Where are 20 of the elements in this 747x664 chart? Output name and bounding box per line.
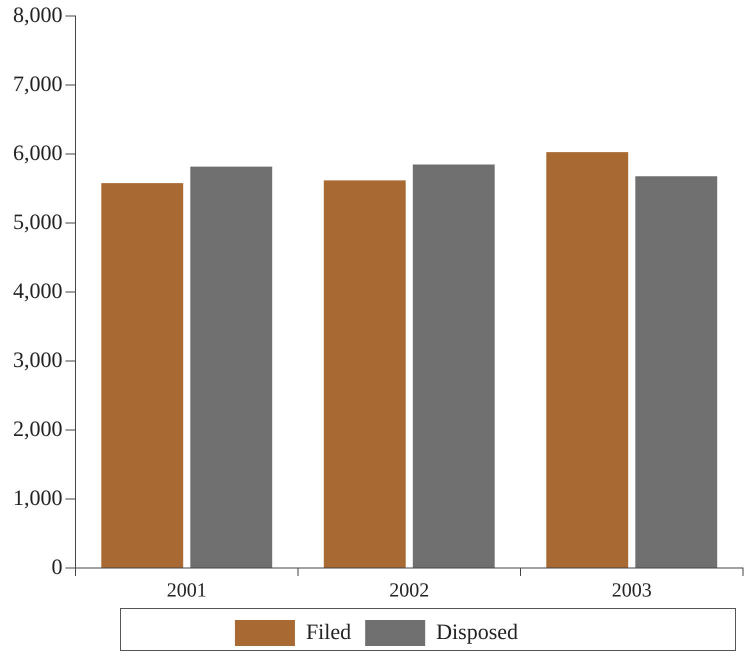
y-tick-label: 4,000 [13, 278, 62, 303]
y-tick-label: 2,000 [13, 416, 62, 441]
y-tick-label: 1,000 [13, 484, 62, 510]
y-tick-label: 0 [52, 554, 62, 579]
bar [635, 176, 718, 568]
bar [101, 183, 184, 568]
bar [190, 166, 272, 568]
bar [412, 164, 495, 568]
y-tick-label: 3,000 [13, 346, 62, 372]
bar [546, 152, 628, 568]
bar [324, 180, 406, 568]
x-tick-label: 2001 [166, 579, 207, 602]
x-tick-label: 2003 [612, 579, 652, 602]
y-tick-label: 6,000 [13, 140, 62, 165]
legend-label: Disposed [436, 618, 518, 644]
y-tick-label: 8,000 [13, 2, 62, 27]
y-tick-label: 7,000 [13, 70, 62, 96]
legend-label: Filed [306, 618, 352, 644]
y-tick-label: 5,000 [13, 208, 62, 234]
x-tick-label: 2002 [389, 579, 430, 602]
